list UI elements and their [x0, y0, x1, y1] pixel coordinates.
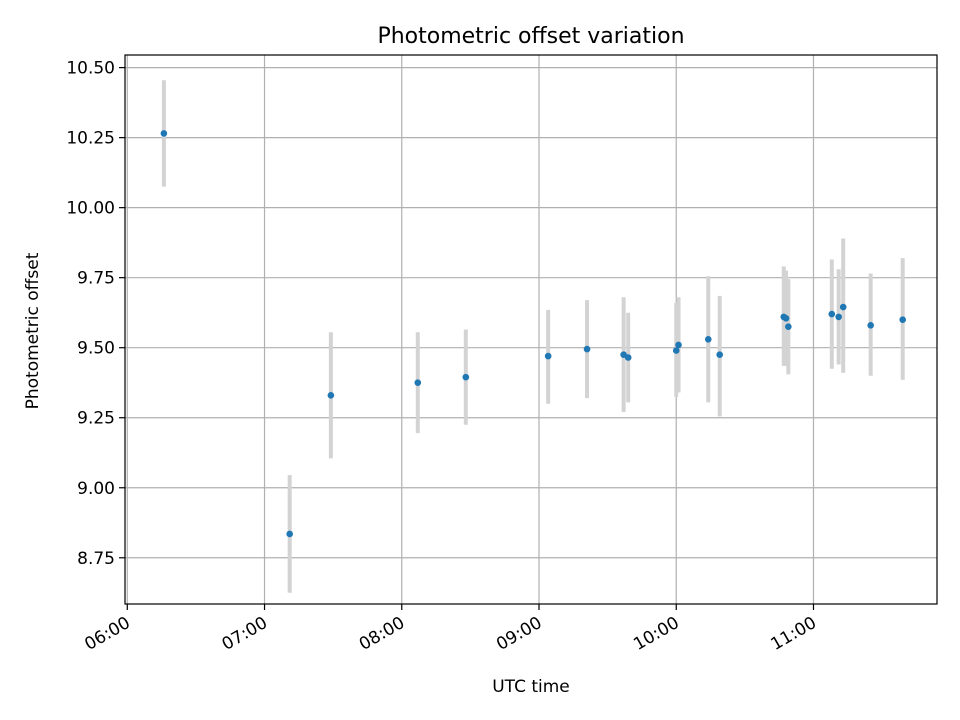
data-point: [785, 323, 792, 330]
x-tick-label: 11:00: [768, 613, 820, 655]
y-tick-label: 9.25: [77, 409, 115, 429]
data-point: [835, 313, 842, 321]
data-points: [160, 130, 906, 538]
data-point: [716, 351, 724, 359]
y-tick-label: 10.25: [66, 129, 115, 149]
data-point: [782, 314, 790, 322]
y-tick-label: 10.50: [66, 59, 115, 79]
grid: [125, 55, 937, 604]
y-tick-label: 9.75: [77, 269, 115, 289]
x-axis-label: UTC time: [492, 677, 570, 697]
data-point: [867, 321, 874, 329]
y-tick-label: 10.00: [66, 199, 115, 219]
data-point: [544, 352, 552, 360]
x-tick-label: 07:00: [219, 613, 271, 655]
chart-title: Photometric offset variation: [377, 24, 684, 49]
x-tick-label: 06:00: [81, 613, 133, 655]
error-bars: [161, 80, 905, 593]
y-tick-label: 9.50: [77, 339, 115, 359]
data-point: [675, 341, 682, 349]
y-tick-label: 9.00: [77, 479, 115, 499]
y-tick-label: 8.75: [77, 549, 115, 569]
data-point: [899, 316, 906, 323]
x-axis-ticks: 06:00 07:00 08:00 09:00 10:00 11:00: [81, 604, 820, 655]
x-tick-label: 08:00: [356, 613, 408, 655]
data-point: [672, 347, 680, 354]
data-point: [583, 345, 591, 353]
data-point: [704, 336, 712, 343]
x-tick-label: 10:00: [630, 613, 682, 655]
data-point: [327, 392, 335, 399]
x-tick-label: 09:00: [493, 613, 545, 655]
data-point: [286, 530, 293, 538]
y-axis-ticks: 8.75 9.00 9.25 9.50 9.75 10.00 10.25 10.50: [66, 59, 125, 569]
data-point: [462, 373, 470, 381]
data-point: [839, 303, 847, 311]
y-axis-label: Photometric offset: [23, 252, 43, 409]
data-point: [624, 354, 632, 361]
plot-frame: [124, 54, 938, 605]
data-point: [414, 379, 422, 387]
data-point: [828, 310, 836, 318]
data-point: [160, 130, 168, 137]
